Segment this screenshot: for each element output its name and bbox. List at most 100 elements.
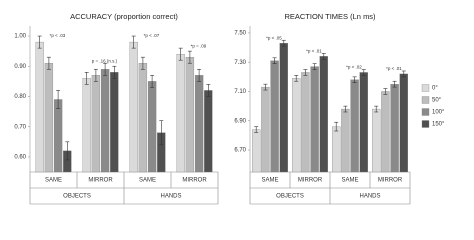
x-tick-label: SAME bbox=[341, 178, 358, 184]
bar bbox=[185, 57, 195, 173]
legend-label: 150° bbox=[432, 122, 445, 128]
y-tick-label: 0.70 bbox=[14, 124, 26, 130]
error-bar bbox=[334, 121, 339, 132]
bar bbox=[270, 60, 279, 173]
bar bbox=[341, 108, 350, 173]
bar bbox=[91, 75, 101, 173]
bar bbox=[310, 66, 319, 173]
bar bbox=[350, 79, 359, 173]
error-bar bbox=[303, 69, 308, 76]
x-tick-label: SAME bbox=[261, 178, 278, 184]
error-bar bbox=[281, 39, 286, 47]
annotation: p = .16 (n.s.) bbox=[92, 58, 118, 63]
legend-swatch bbox=[421, 84, 430, 92]
bar bbox=[381, 91, 390, 173]
bar bbox=[252, 129, 261, 173]
error-bar bbox=[343, 105, 348, 113]
error-bar bbox=[56, 90, 61, 109]
bar bbox=[301, 72, 310, 173]
group-label: HANDS bbox=[359, 194, 380, 200]
error-bar bbox=[272, 57, 277, 64]
bar bbox=[44, 63, 54, 173]
bar bbox=[82, 78, 91, 173]
bar bbox=[100, 69, 110, 173]
annotation: *p = .09 bbox=[191, 43, 207, 48]
error-bar bbox=[140, 56, 145, 70]
legend-swatch bbox=[421, 96, 430, 104]
y-tick-label: 0.60 bbox=[14, 154, 26, 160]
annotation: *p < .03 bbox=[50, 33, 66, 38]
error-bar bbox=[131, 35, 136, 49]
error-bar bbox=[383, 88, 388, 95]
annotation: *p < .07 bbox=[144, 33, 160, 38]
x-tick-label: SAME bbox=[45, 178, 62, 184]
annotation: *p < .01 bbox=[386, 66, 402, 71]
bar bbox=[372, 108, 381, 173]
error-bar bbox=[312, 63, 317, 70]
x-tick-label: SAME bbox=[139, 178, 156, 184]
bar bbox=[129, 41, 138, 173]
error-bar bbox=[254, 126, 259, 133]
legend-swatch bbox=[421, 120, 430, 128]
bar bbox=[292, 78, 301, 173]
error-bar bbox=[46, 56, 51, 70]
annotation: *p < .05 bbox=[266, 35, 282, 40]
error-bar bbox=[37, 35, 42, 49]
error-bar bbox=[401, 70, 406, 78]
group-label: OBJECTS bbox=[63, 194, 91, 200]
error-bar bbox=[187, 50, 192, 64]
x-tick-label: MIRROR bbox=[182, 178, 207, 184]
legend-label: 0° bbox=[432, 86, 438, 92]
error-bar bbox=[103, 62, 108, 76]
x-tick-label: MIRROR bbox=[298, 178, 323, 184]
legend-label: 50° bbox=[432, 98, 442, 104]
y-tick-label: 6.90 bbox=[234, 118, 246, 124]
error-bar bbox=[112, 65, 117, 79]
error-bar bbox=[263, 83, 268, 91]
x-tick-label: MIRROR bbox=[378, 178, 403, 184]
group-label: OBJECTS bbox=[276, 194, 304, 200]
error-bar bbox=[374, 105, 379, 113]
bar bbox=[194, 75, 204, 173]
error-bar bbox=[352, 76, 357, 84]
bar bbox=[359, 72, 368, 173]
bar bbox=[279, 43, 288, 173]
bar bbox=[147, 81, 157, 173]
annotation: *p < .01 bbox=[306, 49, 322, 54]
error-bar bbox=[294, 75, 299, 82]
error-bar bbox=[150, 75, 155, 88]
x-tick-label: MIRROR bbox=[88, 178, 113, 184]
y-tick-label: 7.10 bbox=[234, 89, 246, 95]
error-bar bbox=[65, 141, 70, 161]
figure: ACCURACY (proportion correct) 0.60 0.70 0.8… bbox=[14, 12, 445, 205]
error-bar bbox=[206, 84, 211, 97]
bar bbox=[35, 41, 44, 173]
bar bbox=[138, 63, 148, 173]
y-tick-label: 0.80 bbox=[14, 94, 26, 100]
error-bar bbox=[93, 68, 98, 82]
bar bbox=[390, 84, 399, 173]
chart-title: REACTION TIMES (Ln ms) bbox=[284, 12, 376, 21]
bar bbox=[53, 99, 63, 173]
bar bbox=[261, 86, 270, 173]
legend-label: 100° bbox=[432, 110, 445, 116]
error-bar bbox=[178, 47, 183, 61]
bar bbox=[110, 72, 119, 173]
y-tick-label: 7.30 bbox=[234, 60, 246, 66]
y-tick-label: 1.00 bbox=[14, 34, 26, 40]
legend-swatch bbox=[421, 108, 430, 116]
error-bar bbox=[321, 53, 326, 60]
group-label: HANDS bbox=[160, 194, 181, 200]
bar bbox=[319, 56, 328, 173]
bar bbox=[399, 73, 408, 173]
error-bar bbox=[197, 68, 202, 82]
error-bar bbox=[159, 120, 164, 146]
annotation: *p < .02 bbox=[346, 65, 362, 70]
error-bar bbox=[361, 69, 366, 76]
error-bar bbox=[84, 71, 89, 85]
y-tick-label: 0.90 bbox=[14, 64, 26, 70]
y-tick-label: 7.50 bbox=[234, 31, 246, 37]
error-bar bbox=[392, 80, 397, 88]
bar bbox=[332, 126, 341, 173]
bar bbox=[204, 90, 213, 173]
